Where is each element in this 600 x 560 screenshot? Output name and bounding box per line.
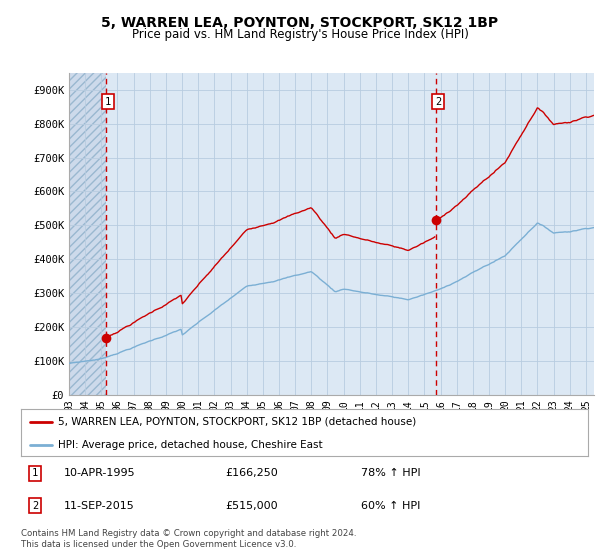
Text: £166,250: £166,250: [225, 468, 278, 478]
Text: 78% ↑ HPI: 78% ↑ HPI: [361, 468, 421, 478]
Text: 2: 2: [435, 97, 441, 107]
Text: Contains HM Land Registry data © Crown copyright and database right 2024.
This d: Contains HM Land Registry data © Crown c…: [21, 529, 356, 549]
Text: 11-SEP-2015: 11-SEP-2015: [64, 501, 134, 511]
Bar: [69, 73, 106, 395]
Text: 60% ↑ HPI: 60% ↑ HPI: [361, 501, 421, 511]
Text: Price paid vs. HM Land Registry's House Price Index (HPI): Price paid vs. HM Land Registry's House …: [131, 28, 469, 41]
Text: £515,000: £515,000: [225, 501, 278, 511]
Text: 5, WARREN LEA, POYNTON, STOCKPORT, SK12 1BP (detached house): 5, WARREN LEA, POYNTON, STOCKPORT, SK12 …: [58, 417, 416, 427]
Text: 10-APR-1995: 10-APR-1995: [64, 468, 135, 478]
Text: 1: 1: [105, 97, 111, 107]
Text: 2: 2: [32, 501, 38, 511]
Text: 1: 1: [32, 468, 38, 478]
Text: HPI: Average price, detached house, Cheshire East: HPI: Average price, detached house, Ches…: [58, 440, 322, 450]
Text: 5, WARREN LEA, POYNTON, STOCKPORT, SK12 1BP: 5, WARREN LEA, POYNTON, STOCKPORT, SK12 …: [101, 16, 499, 30]
